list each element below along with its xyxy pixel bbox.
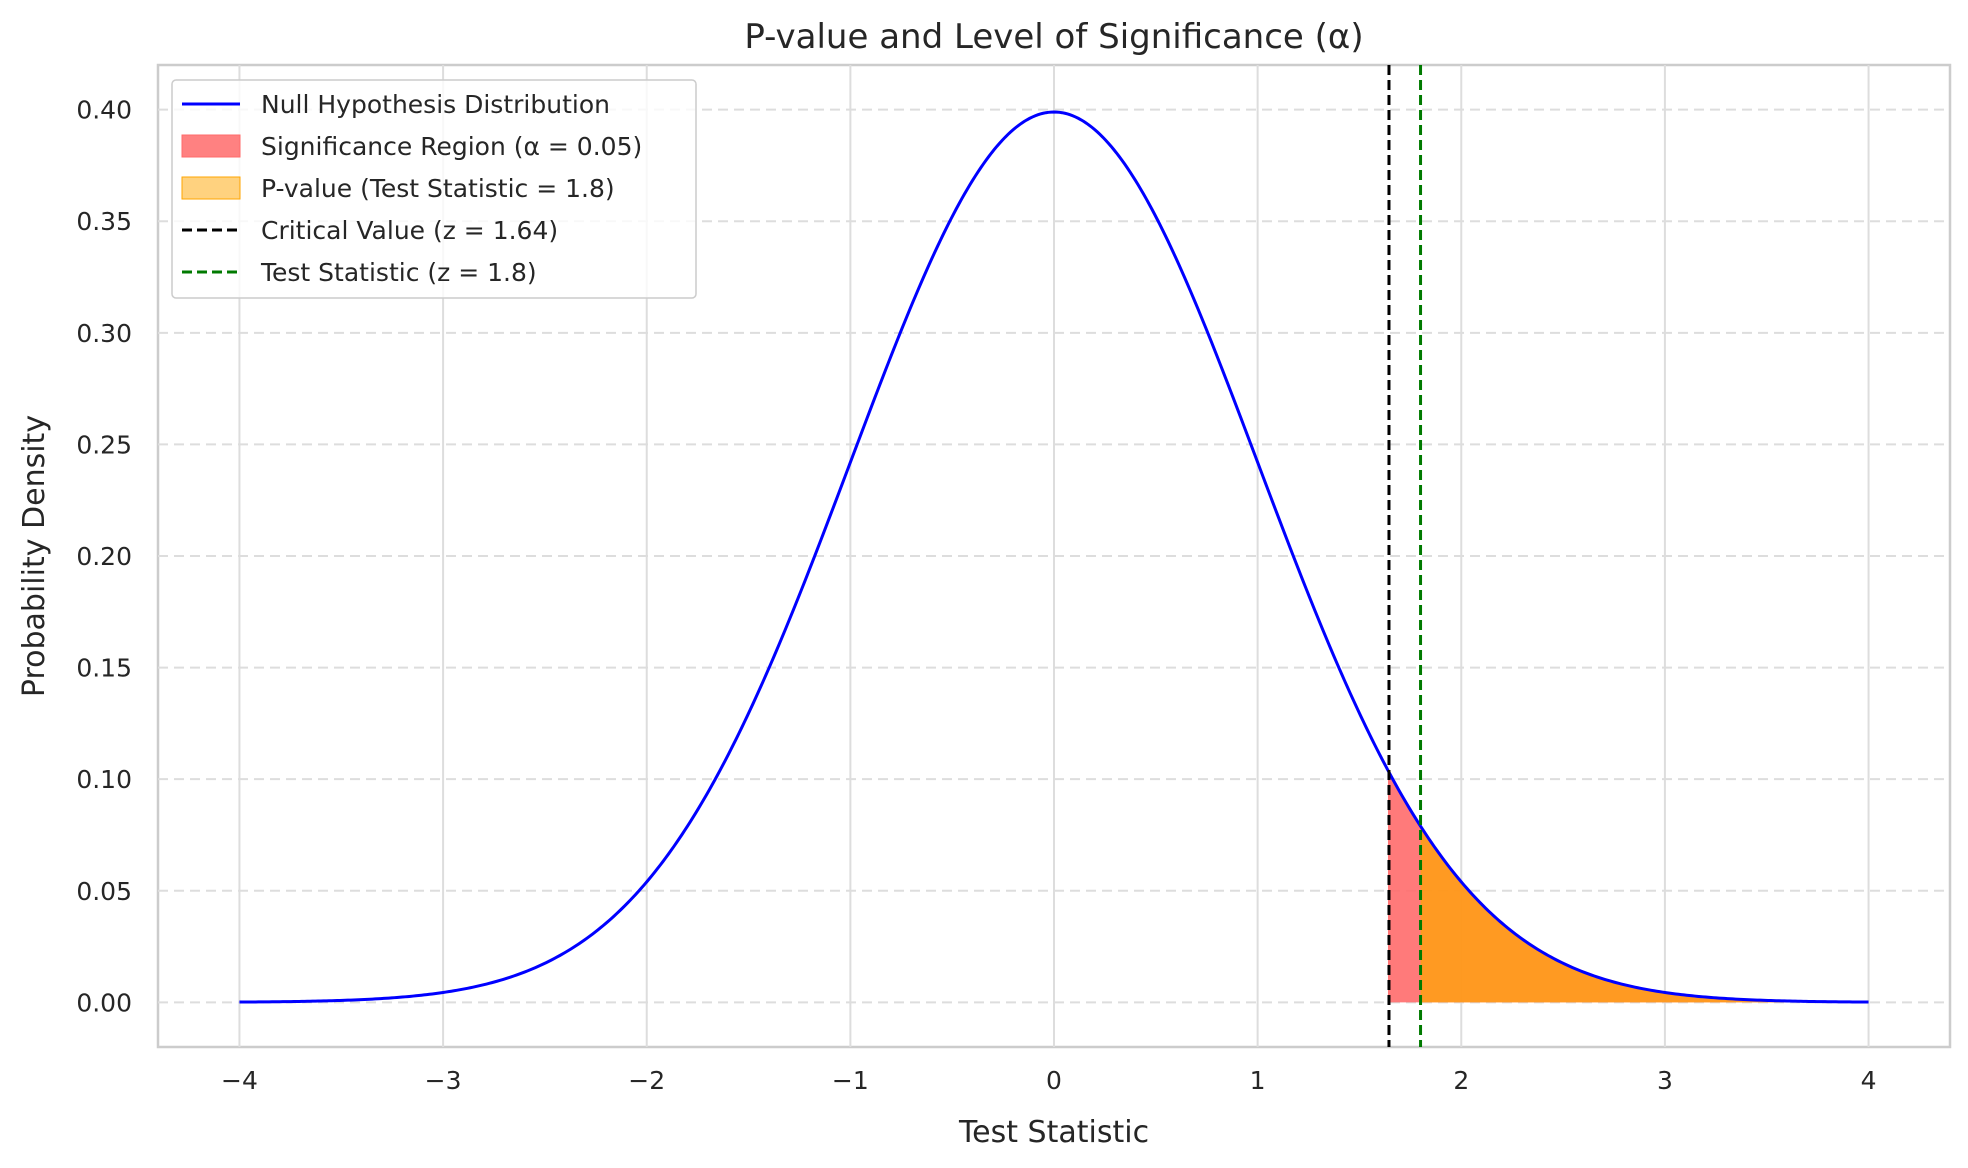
legend-label-critical: Critical Value (z = 1.64) bbox=[261, 216, 558, 245]
x-tick-label: 0 bbox=[1046, 1066, 1062, 1095]
legend-label-pvalue: P-value (Test Statistic = 1.8) bbox=[261, 174, 615, 203]
y-tick-label: 0.30 bbox=[76, 319, 132, 348]
x-tick-label: 2 bbox=[1453, 1066, 1469, 1095]
chart-title: P-value and Level of Significance (α) bbox=[744, 17, 1363, 57]
x-tick-label: −1 bbox=[832, 1066, 869, 1095]
y-tick-label: 0.15 bbox=[76, 654, 132, 683]
x-tick-label: −3 bbox=[425, 1066, 462, 1095]
legend: Null Hypothesis Distribution Significanc… bbox=[171, 79, 697, 299]
y-tick-labels: 0.00 0.05 0.10 0.15 0.20 0.25 0.30 0.35 0.40 bbox=[76, 96, 132, 1018]
y-tick-label: 0.25 bbox=[76, 430, 132, 459]
y-tick-label: 0.35 bbox=[76, 207, 132, 236]
y-tick-label: 0.05 bbox=[76, 877, 132, 906]
vertical-lines bbox=[1387, 65, 1423, 1047]
x-axis-label: Test Statistic bbox=[958, 1115, 1149, 1150]
y-tick-label: 0.40 bbox=[76, 96, 132, 125]
y-tick-label: 0.20 bbox=[76, 542, 132, 571]
x-tick-label: −4 bbox=[221, 1066, 258, 1095]
distribution-curve bbox=[239, 110, 1869, 1004]
y-tick-label: 0.10 bbox=[76, 765, 132, 794]
legend-swatch-significance bbox=[181, 134, 241, 158]
shaded-regions bbox=[1387, 770, 1869, 1003]
x-tick-label: 1 bbox=[1250, 1066, 1266, 1095]
legend-label-significance: Significance Region (α = 0.05) bbox=[261, 132, 642, 161]
y-tick-label: 0.00 bbox=[76, 988, 132, 1017]
x-tick-label: 3 bbox=[1657, 1066, 1673, 1095]
pvalue-region bbox=[1420, 826, 1869, 1003]
legend-swatch-pvalue bbox=[181, 176, 241, 200]
legend-label-distribution: Null Hypothesis Distribution bbox=[261, 90, 610, 119]
legend-frame bbox=[171, 79, 697, 299]
x-tick-labels: −4 −3 −2 −1 0 1 2 3 4 bbox=[221, 1066, 1876, 1095]
legend-label-teststat: Test Statistic (z = 1.8) bbox=[260, 258, 537, 287]
y-axis-label: Probability Density bbox=[17, 415, 52, 697]
x-tick-label: −2 bbox=[628, 1066, 665, 1095]
x-tick-label: 4 bbox=[1861, 1066, 1877, 1095]
null-distribution-line bbox=[239, 110, 1869, 1004]
